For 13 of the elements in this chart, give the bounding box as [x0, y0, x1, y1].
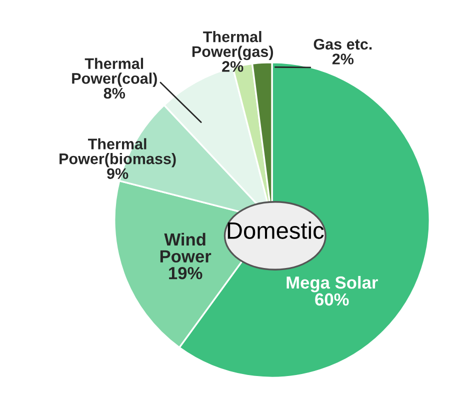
data-label: 2%	[332, 54, 354, 64]
slice-label: Wind Power	[160, 232, 212, 262]
data-label: 19%	[169, 267, 202, 280]
slice-label: Thermal Power(gas)	[192, 30, 274, 60]
slice-label: Thermal Power(coal)	[72, 58, 157, 87]
data-label: 2%	[222, 61, 244, 72]
data-label: 60%	[315, 293, 349, 306]
slice-label: Gas etc.	[314, 38, 372, 50]
slice-label: Thermal Power(biomass)	[60, 138, 176, 168]
text: Domestic	[228, 222, 324, 239]
data-label: 9%	[107, 168, 128, 180]
slice-label: Mega Solar	[286, 276, 378, 292]
data-label: 8%	[104, 88, 126, 99]
